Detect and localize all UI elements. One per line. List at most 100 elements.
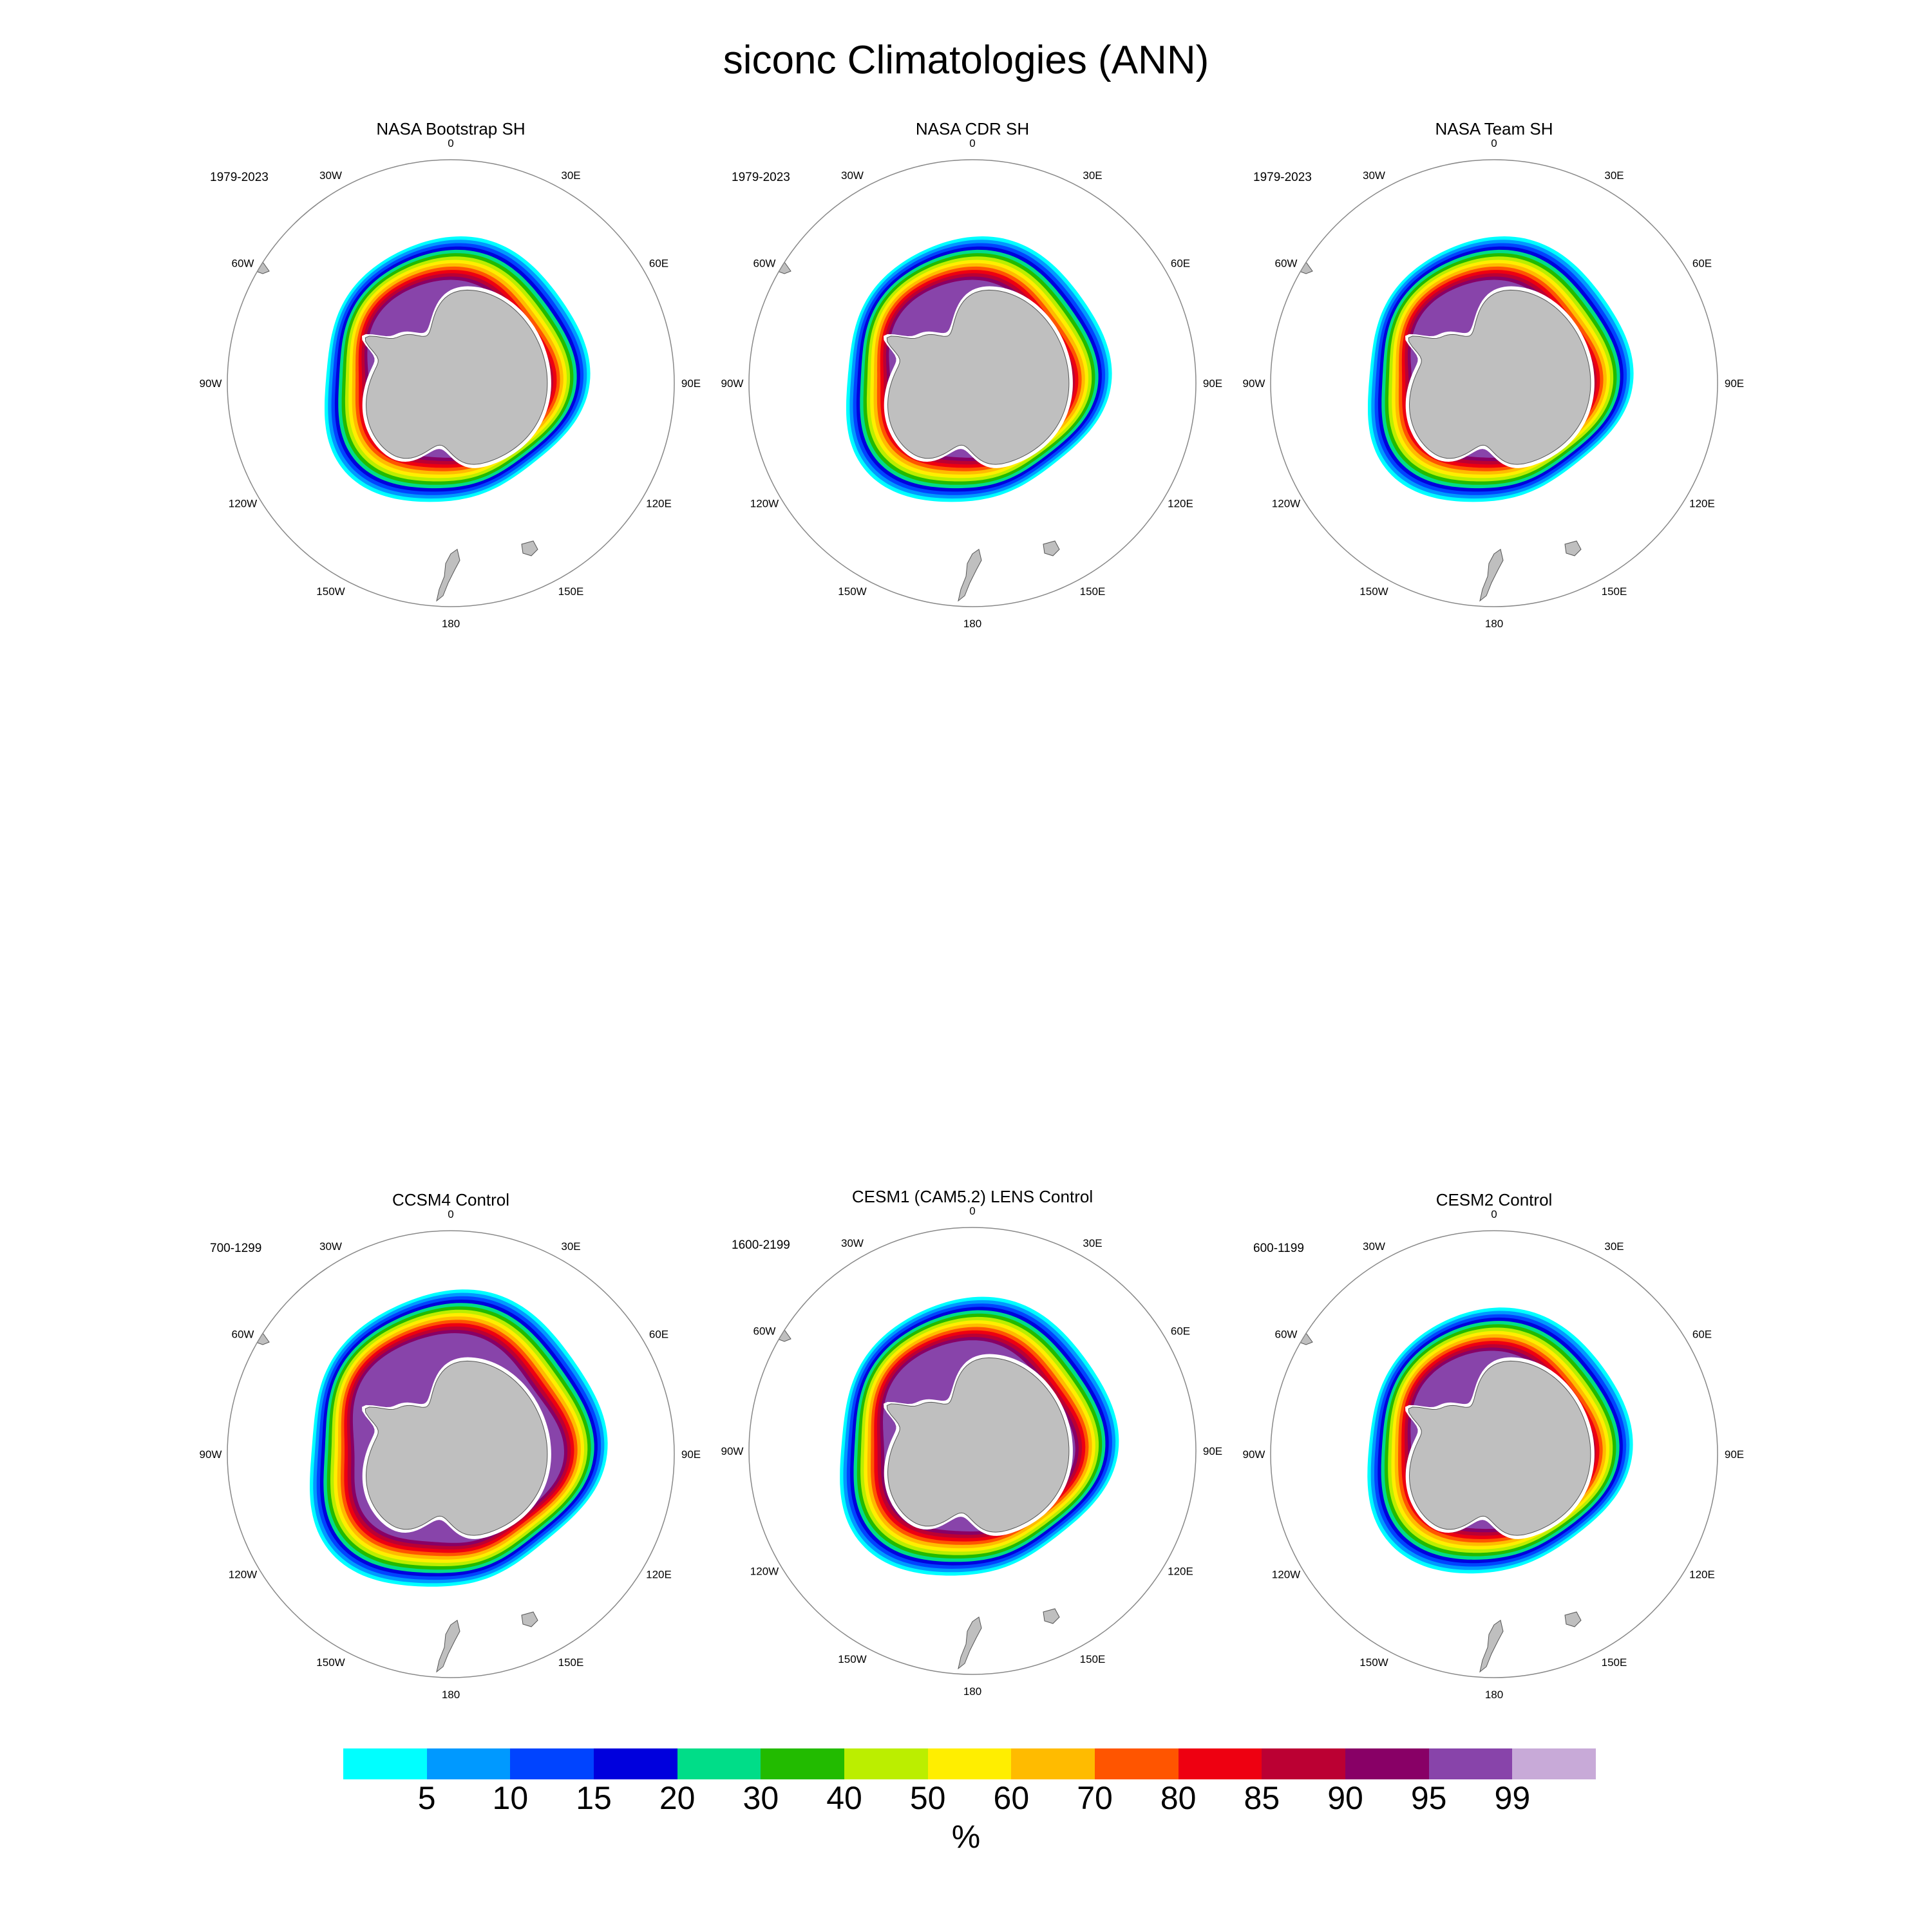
- antarctica-landmass: [1408, 1360, 1591, 1536]
- colorbar-box: [426, 1748, 511, 1779]
- longitude-label: 90E: [1203, 1445, 1222, 1457]
- panel-ccsm4-control: CCSM4 Control 700-1299 0 30E 60E 90E 120E 150…: [187, 1190, 715, 1718]
- map-boundary: [1270, 1230, 1718, 1678]
- period-label: 1979-2023: [732, 171, 790, 184]
- longitude-label: 90E: [1725, 1448, 1744, 1461]
- colorbar-tick-label: 99: [1494, 1780, 1531, 1816]
- colorbar-units: %: [951, 1819, 981, 1855]
- longitude-label: 60W: [1275, 1329, 1298, 1341]
- longitude-label: 30W: [319, 169, 342, 182]
- longitude-label: 60W: [753, 258, 776, 270]
- colorbar-tick-label: 80: [1160, 1780, 1197, 1816]
- longitude-label: 120E: [646, 498, 672, 510]
- colorbar-tick-label: 95: [1410, 1780, 1447, 1816]
- colorbar-box: [1178, 1748, 1262, 1779]
- panel-title: NASA Bootstrap SH: [376, 119, 526, 138]
- colorbar-tick-label: 70: [1077, 1780, 1113, 1816]
- colorbar-tick-label: 5: [417, 1780, 436, 1816]
- longitude-label: 30W: [841, 169, 864, 182]
- longitude-label: 60W: [232, 1329, 254, 1341]
- longitude-label: 120W: [1272, 1569, 1300, 1581]
- longitude-label: 0: [1491, 1208, 1497, 1220]
- longitude-label: 150W: [1359, 585, 1388, 598]
- longitude-label: 0: [969, 1205, 975, 1217]
- colorbar-box: [927, 1748, 1012, 1779]
- longitude-label: 150E: [1080, 1653, 1106, 1665]
- longitude-label: 30E: [561, 169, 580, 182]
- longitude-label: 0: [969, 137, 975, 149]
- colorbar-tick-label: 15: [576, 1780, 612, 1816]
- longitude-label: 180: [963, 618, 981, 630]
- longitude-label: 90W: [200, 377, 222, 390]
- panel-title: CESM1 (CAM5.2) LENS Control: [851, 1187, 1094, 1206]
- longitude-label: 90E: [1725, 377, 1744, 390]
- longitude-label: 60E: [649, 1329, 668, 1341]
- longitude-label: 60W: [753, 1325, 776, 1338]
- longitude-label: 150E: [1602, 1656, 1627, 1669]
- antarctica-landmass: [365, 1360, 548, 1536]
- panel-nasa-bootstrap: NASA Bootstrap SH 1979-2023 0 30E 60E 90E 12…: [187, 119, 715, 647]
- longitude-label: 30E: [561, 1240, 580, 1253]
- map-boundary: [227, 1230, 675, 1678]
- longitude-label: 120W: [229, 1569, 257, 1581]
- longitude-label: 90W: [1243, 1448, 1265, 1461]
- period-label: 700-1299: [210, 1242, 262, 1255]
- longitude-label: 30W: [1363, 169, 1385, 182]
- longitude-label: 120W: [229, 498, 257, 510]
- longitude-label: 60E: [1692, 1329, 1712, 1341]
- colorbar-tick-label: 90: [1327, 1780, 1363, 1816]
- longitude-label: 30W: [319, 1240, 342, 1253]
- longitude-label: 120E: [1168, 1566, 1193, 1578]
- colorbar-tick-labels: 5 10 15 20 30 40 50 60 70 80 85 90 95 99: [343, 1779, 1596, 1817]
- antarctica-landmass: [365, 289, 548, 465]
- polar-map: 0 30E 60E 90E 120E 150E 180 150W 120W 90W 60W 30W: [200, 1208, 701, 1701]
- polar-map: 0 30E 60E 90E 120E 150E 180 150W 120W 90W 60W 30W: [721, 137, 1223, 630]
- polar-map: 0 30E 60E 90E 120E 150E 180 150W 120W 90W 60W 30W: [200, 137, 701, 630]
- map-boundary: [1270, 159, 1718, 607]
- longitude-label: 120E: [1689, 1569, 1715, 1581]
- longitude-label: 150E: [1602, 585, 1627, 598]
- longitude-label: 0: [448, 1208, 453, 1220]
- longitude-label: 150E: [558, 585, 584, 598]
- panel-cesm1-lens-control: CESM1 (CAM5.2) LENS Control 1600-2199 0 3…: [708, 1187, 1236, 1715]
- longitude-label: 180: [442, 1689, 460, 1701]
- tasmania-landmass: [521, 1611, 538, 1627]
- longitude-label: 120W: [750, 498, 779, 510]
- longitude-label: 60E: [1692, 258, 1712, 270]
- longitude-label: 180: [1485, 1689, 1503, 1701]
- longitude-label: 180: [442, 618, 460, 630]
- longitude-label: 90E: [1203, 377, 1222, 390]
- longitude-label: 90E: [681, 377, 701, 390]
- longitude-label: 90E: [681, 1448, 701, 1461]
- colorbar-box: [761, 1748, 845, 1779]
- longitude-label: 150W: [316, 585, 345, 598]
- colorbar-box: [1345, 1748, 1429, 1779]
- longitude-label: 120E: [1168, 498, 1193, 510]
- longitude-label: 150W: [1359, 1656, 1388, 1669]
- antarctica-landmass: [886, 1357, 1070, 1533]
- longitude-label: 30E: [1083, 169, 1102, 182]
- longitude-label: 150W: [838, 585, 866, 598]
- colorbar-tick-label: 50: [909, 1780, 946, 1816]
- colorbar-tick-label: 30: [743, 1780, 779, 1816]
- tasmania-landmass: [1043, 1608, 1060, 1624]
- colorbar-box: [1262, 1748, 1346, 1779]
- colorbar-box: [510, 1748, 594, 1779]
- period-label: 1979-2023: [210, 171, 269, 184]
- new-zealand-landmass: [958, 1616, 982, 1670]
- longitude-label: 150W: [838, 1653, 866, 1665]
- tasmania-landmass: [1043, 540, 1060, 556]
- period-label: 1600-2199: [732, 1238, 790, 1252]
- longitude-label: 60W: [1275, 258, 1298, 270]
- period-label: 1979-2023: [1253, 171, 1312, 184]
- colorbar: [343, 1748, 1596, 1779]
- panel-nasa-cdr: NASA CDR SH 1979-2023 0 30E 60E 90E 120E 150E…: [708, 119, 1236, 647]
- longitude-label: 150E: [1080, 585, 1106, 598]
- longitude-label: 30E: [1083, 1237, 1102, 1249]
- longitude-label: 30W: [841, 1237, 864, 1249]
- colorbar-tick-label: 40: [826, 1780, 862, 1816]
- colorbar-box: [343, 1748, 427, 1779]
- new-zealand-landmass: [958, 549, 982, 602]
- panel-title: NASA CDR SH: [915, 119, 1030, 138]
- colorbar-box: [844, 1748, 928, 1779]
